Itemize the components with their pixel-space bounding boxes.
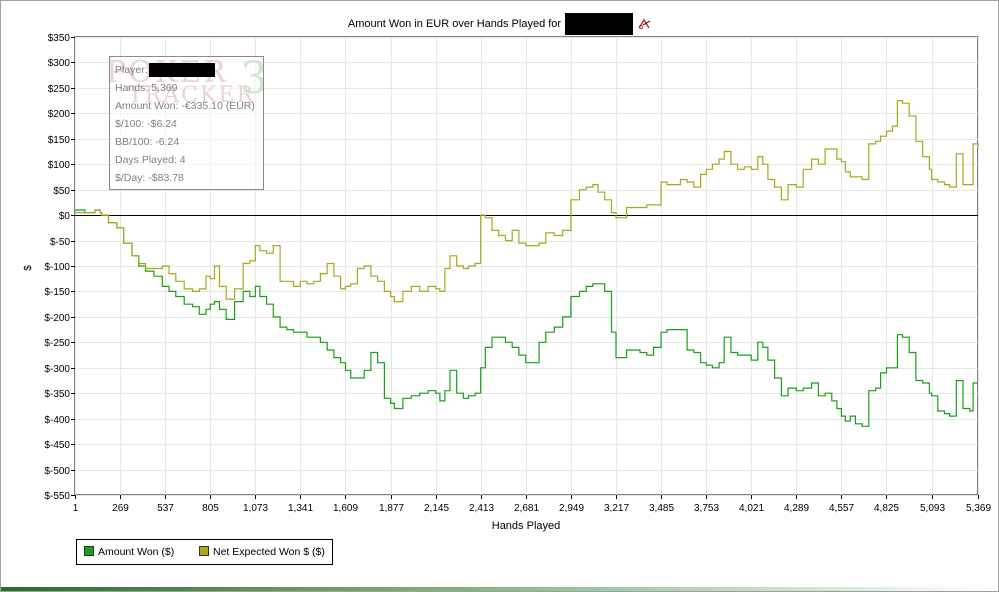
x-tick-label: 4,557	[829, 503, 854, 514]
y-tick-label: $-150	[44, 287, 70, 298]
y-tick-label: $-50	[50, 237, 70, 248]
series-line-amount-won	[75, 209, 978, 427]
y-tick-label: $250	[48, 84, 71, 95]
series-line-net-expected	[75, 100, 979, 303]
player-label: Player:	[115, 64, 148, 76]
chart-title: Amount Won in EUR over Hands Played for	[0, 13, 999, 35]
y-tick-label: $-450	[44, 440, 70, 451]
x-tick-label: 1,609	[333, 503, 358, 514]
x-tick-label: 3,217	[604, 503, 629, 514]
y-tick-label: $-300	[44, 364, 70, 375]
watermark-line-3: 3	[240, 57, 263, 104]
y-tick-label: $300	[48, 58, 71, 69]
y-tick-labels: $350 $300 $250 $200 $150 $100 $50 $0 $-50 $-100 $-…	[44, 33, 70, 502]
y-tick-label: $-500	[44, 466, 70, 477]
stats-hands: Hands: 5,369	[115, 82, 178, 94]
legend-swatch-net-expected	[199, 546, 209, 556]
redacted-player-name	[148, 63, 215, 78]
x-tick-label: 4,021	[739, 503, 764, 514]
legend-swatch-amount-won	[84, 546, 94, 556]
x-tick-label: 2,413	[469, 503, 494, 514]
y-axis-label: $	[23, 265, 34, 271]
legend-item-net-expected: Net Expected Won $ ($)	[199, 546, 325, 558]
x-tick-label: 3,753	[694, 503, 719, 514]
x-tick-label: 2,681	[514, 503, 539, 514]
x-tick-label: 4,289	[784, 503, 809, 514]
window-bottom-strip	[1, 587, 997, 591]
x-tick-labels: 1 269 537 805 1,073 1,341 1,609 1,877 2,145 2,413…	[73, 503, 992, 514]
poker-tracker-logo-icon	[638, 18, 651, 30]
x-tick-label: 2,145	[424, 503, 449, 514]
x-tick-label: 805	[202, 503, 219, 514]
y-tick-label: $150	[48, 135, 71, 146]
legend-label-amount-won: Amount Won ($)	[98, 546, 175, 558]
y-tick-label: $200	[48, 109, 71, 120]
y-tick-label: $-550	[44, 491, 70, 502]
x-tick-label: 537	[157, 503, 174, 514]
player-stats-box: POKER TRACKER 3 Player: Hands: 5,369 Amo…	[109, 56, 264, 190]
y-tick-label: $-250	[44, 338, 70, 349]
x-axis-label: Hands Played	[492, 520, 561, 532]
legend-label-net-expected: Net Expected Won $ ($)	[213, 546, 325, 558]
stats-bb-per-100: BB/100: -6.24	[115, 136, 180, 148]
redacted-player-name	[565, 13, 634, 35]
x-tick-label: 1,877	[379, 503, 404, 514]
legend-item-amount-won: Amount Won ($)	[84, 546, 174, 558]
x-tick-label: 5,093	[920, 503, 945, 514]
stats-amount-won: Amount Won: -€335.10 (EUR)	[115, 100, 255, 112]
x-tick-label: 1	[73, 503, 79, 514]
y-tick-label: $-350	[44, 389, 70, 400]
x-tick-label: 5,369	[966, 503, 991, 514]
x-tick-label: 269	[112, 503, 129, 514]
y-tick-label: $0	[59, 211, 71, 222]
stats-player-row: Player:	[115, 61, 255, 79]
x-tick-label: 1,073	[243, 503, 268, 514]
y-tick-label: $350	[48, 33, 71, 44]
y-tick-label: $-100	[44, 262, 70, 273]
series-lines	[75, 100, 979, 427]
x-tick-label: 4,825	[874, 503, 899, 514]
chart-legend: Amount Won ($) Net Expected Won $ ($)	[76, 539, 333, 565]
y-tick-label: $-400	[44, 415, 70, 426]
x-tick-label: 1,341	[288, 503, 313, 514]
chart-title-text: Amount Won in EUR over Hands Played for	[347, 17, 562, 30]
watermark-line-2: TRACKER	[128, 83, 256, 108]
y-tick-label: $50	[53, 186, 70, 197]
stats-days-played: Days Played: 4	[115, 154, 186, 166]
x-tick-label: 2,949	[559, 503, 584, 514]
stats-dollars-per-day: $/Day: -$83.78	[115, 172, 184, 184]
y-tick-label: $-200	[44, 313, 70, 324]
stats-lines: Player: Hands: 5,369 Amount Won: -€335.1…	[115, 61, 255, 187]
stats-dollars-per-100: $/100: -$6.24	[115, 118, 177, 130]
x-tick-label: 3,485	[649, 503, 674, 514]
y-tick-label: $100	[48, 160, 71, 171]
